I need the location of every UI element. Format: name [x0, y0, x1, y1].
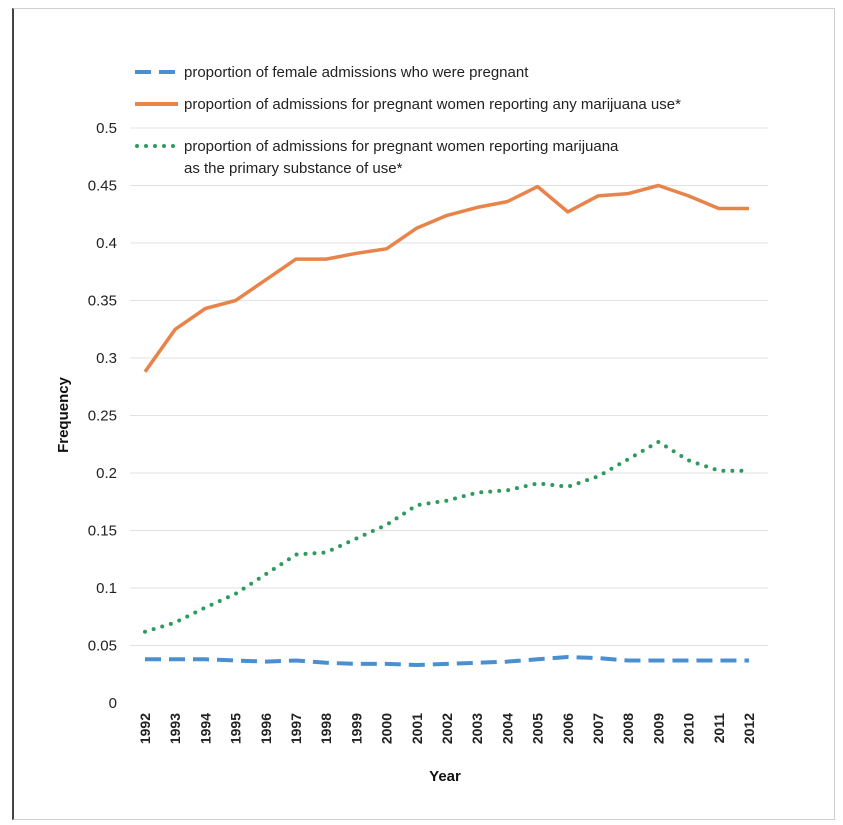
x-tick-label: 1997	[288, 713, 304, 744]
y-tick-label: 0.3	[96, 350, 117, 367]
legend-label-primary-marijuana-line2: as the primary substance of use*	[184, 160, 403, 177]
x-tick-label: 2008	[620, 713, 636, 744]
grid-lines	[130, 127, 768, 646]
x-tick-label: 2002	[439, 713, 455, 744]
x-tick-label: 2009	[650, 713, 666, 744]
x-tick-label: 2005	[530, 713, 546, 744]
legend-label-pregnant-proportion: proportion of female admissions who were…	[184, 64, 529, 81]
y-tick-label: 0.05	[88, 638, 117, 655]
x-tick-label: 1992	[137, 713, 153, 744]
x-tick-label: 1998	[318, 713, 334, 744]
x-tick-label: 2003	[469, 713, 485, 744]
x-axis-label: Year	[429, 768, 461, 785]
series-line-0	[145, 655, 749, 667]
y-tick-label: 0.2	[96, 465, 117, 482]
x-tick-label: 2012	[741, 713, 757, 744]
x-tick-label: 2004	[499, 713, 515, 744]
legend: proportion of female admissions who were…	[135, 64, 681, 177]
y-tick-label: 0.4	[96, 235, 117, 252]
x-tick-label: 1995	[228, 713, 244, 744]
legend-label-primary-marijuana: proportion of admissions for pregnant wo…	[184, 138, 619, 155]
x-axis-ticks: 1992 1993 1994 1995 1996 1997 1998 1999 2000 2001…	[137, 713, 757, 744]
x-tick-label: 2000	[379, 713, 395, 744]
x-tick-label: 1993	[167, 713, 183, 744]
x-tick-label: 1999	[348, 713, 364, 744]
legend-label-any-marijuana: proportion of admissions for pregnant wo…	[184, 96, 681, 113]
x-tick-label: 2010	[681, 713, 697, 744]
y-tick-label: 0.1	[96, 580, 117, 597]
y-axis-ticks: 0 0.05 0.1 0.15 0.2 0.25 0.3 0.35 0.4 0.45 0.5	[88, 120, 117, 712]
y-tick-label: 0.45	[88, 178, 117, 195]
chart-frame	[12, 8, 835, 820]
series-lines	[143, 183, 751, 667]
x-tick-label: 1996	[258, 713, 274, 744]
y-tick-label: 0.5	[96, 120, 117, 137]
x-tick-label: 2001	[409, 713, 425, 744]
x-tick-label: 2011	[711, 713, 727, 744]
series-line-2	[143, 439, 751, 634]
y-tick-label: 0.15	[88, 523, 117, 540]
x-tick-label: 2007	[590, 713, 606, 744]
y-tick-label: 0.35	[88, 293, 117, 310]
series-line-1	[143, 183, 749, 373]
y-tick-label: 0	[109, 695, 117, 712]
x-tick-label: 2006	[560, 713, 576, 744]
y-tick-label: 0.25	[88, 408, 117, 425]
y-axis-label: Frequency	[55, 376, 72, 453]
x-tick-label: 1994	[197, 713, 213, 744]
